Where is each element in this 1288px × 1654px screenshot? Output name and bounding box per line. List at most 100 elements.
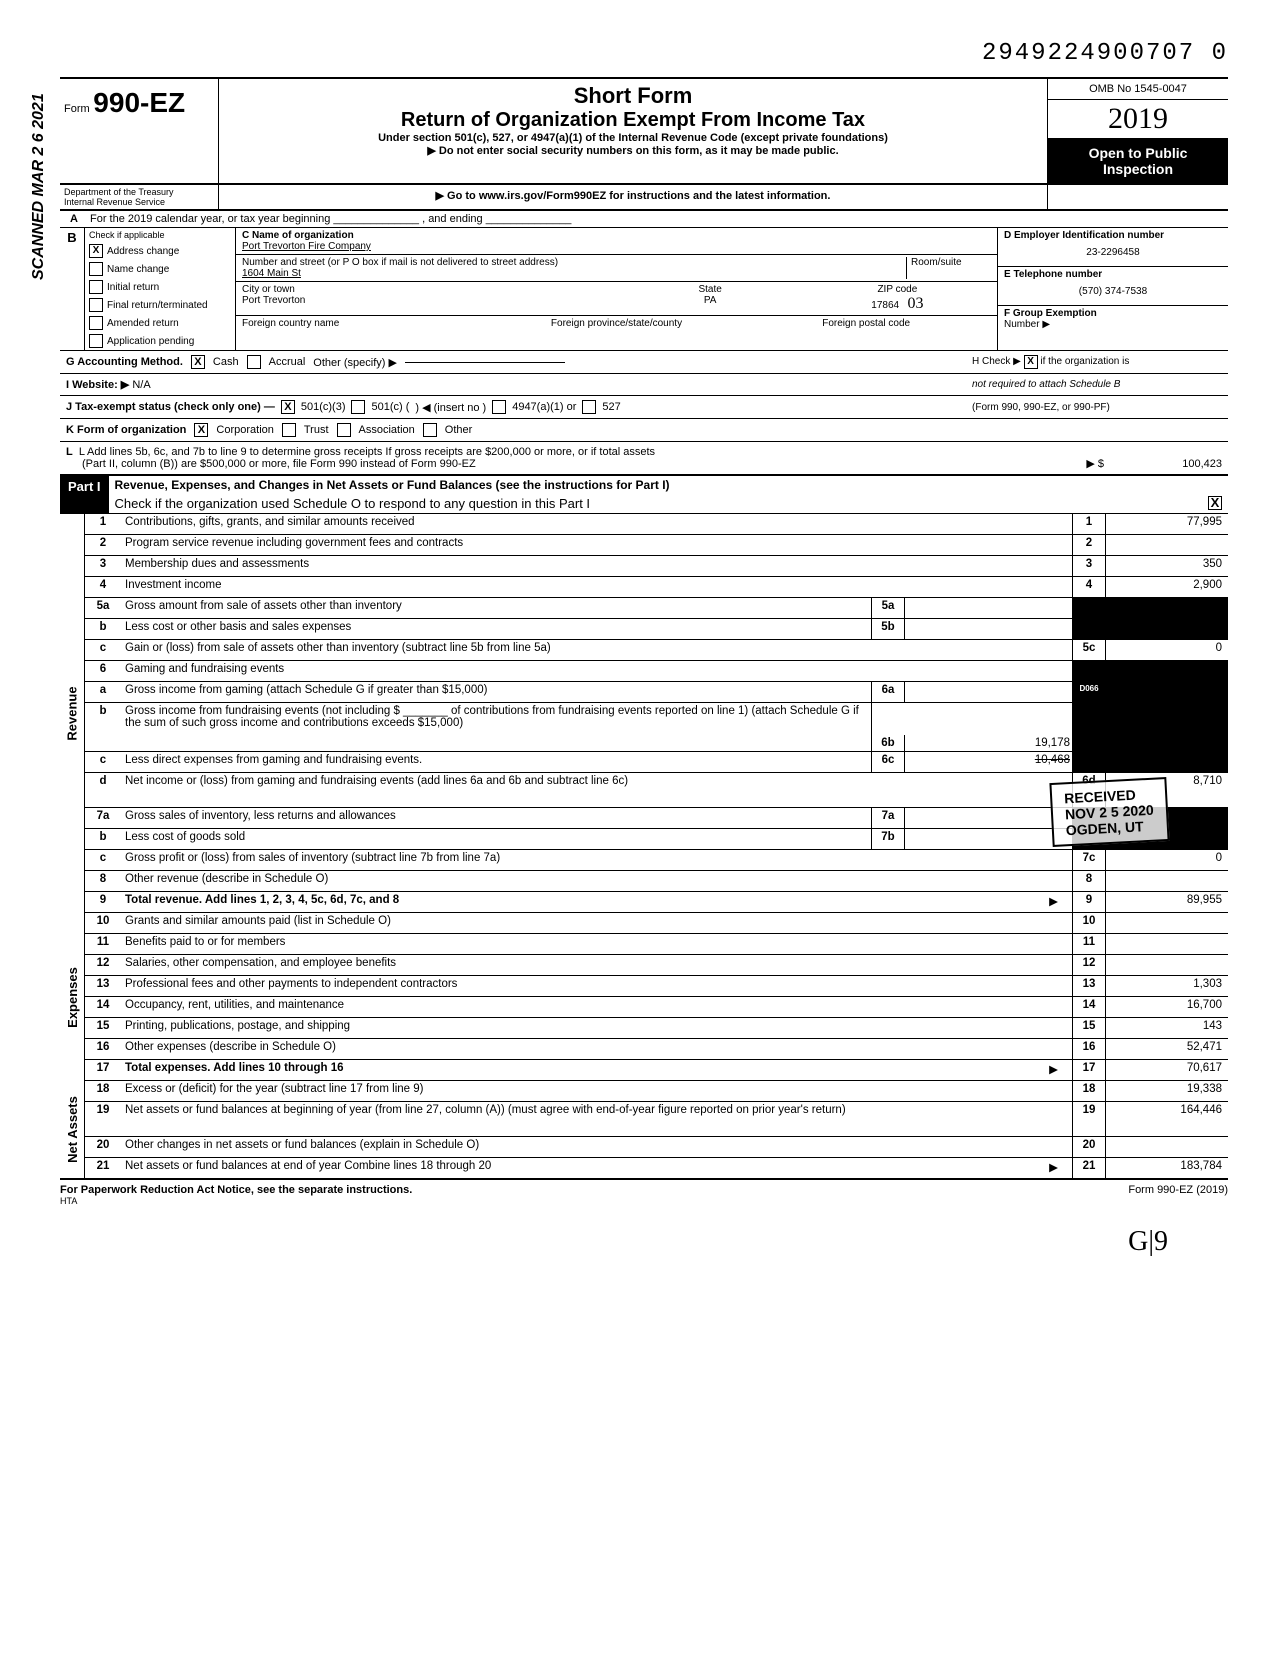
- dept-irs: Internal Revenue Service: [64, 197, 214, 207]
- dept-row: Department of the Treasury Internal Reve…: [60, 185, 1228, 211]
- line20-desc: Other changes in net assets or fund bala…: [121, 1137, 1072, 1157]
- line15-val: 143: [1105, 1018, 1228, 1038]
- line13-desc: Professional fees and other payments to …: [121, 976, 1072, 996]
- line18-val: 19,338: [1105, 1081, 1228, 1101]
- info-grid: B Check if applicable XAddress change Na…: [60, 228, 1228, 351]
- l-arrow: ▶ $: [1064, 457, 1104, 470]
- line4-val: 2,900: [1105, 577, 1228, 597]
- line17-arrow: ▶: [1049, 1062, 1068, 1076]
- address-change-label: Address change: [107, 246, 179, 257]
- k-label: K Form of organization: [66, 424, 186, 436]
- d066: D066: [1072, 682, 1105, 702]
- city-label: City or town: [242, 284, 617, 295]
- trust-checkbox[interactable]: [282, 423, 296, 437]
- short-form-label: Short Form: [227, 83, 1039, 109]
- line6d-desc: Net income or (loss) from gaming and fun…: [121, 773, 1072, 807]
- line21-val: 183,784: [1105, 1158, 1228, 1178]
- revenue-section: Revenue 1Contributions, gifts, grants, a…: [60, 514, 1228, 913]
- h-text1: if the organization is: [1040, 356, 1129, 367]
- state: PA: [617, 295, 804, 306]
- h-checkbox[interactable]: X: [1024, 355, 1038, 369]
- part1-checkbox[interactable]: X: [1208, 496, 1222, 510]
- 4947-label: 4947(a)(1) or: [512, 401, 576, 413]
- line5c-desc: Gain or (loss) from sale of assets other…: [121, 640, 1072, 660]
- hta: HTA: [60, 1196, 412, 1206]
- amended-return-label: Amended return: [107, 318, 179, 329]
- line19-desc: Net assets or fund balances at beginning…: [121, 1102, 1072, 1136]
- scanned-stamp: SCANNED MAR 2 6 2021: [30, 93, 48, 280]
- website-label: I Website: ▶: [66, 379, 129, 391]
- line16-val: 52,471: [1105, 1039, 1228, 1059]
- form-prefix: Form: [64, 103, 90, 115]
- accrual-label: Accrual: [269, 356, 306, 368]
- part1-check-text: Check if the organization used Schedule …: [115, 496, 1208, 511]
- line21-arrow: ▶: [1049, 1160, 1068, 1174]
- final-return-checkbox[interactable]: [89, 298, 103, 312]
- netassets-label: Net Assets: [65, 1096, 80, 1163]
- line10-desc: Grants and similar amounts paid (list in…: [121, 913, 1072, 933]
- group-exempt-label: F Group Exemption: [1004, 308, 1097, 319]
- zip: 17864: [871, 300, 899, 311]
- cash-label: Cash: [213, 356, 239, 368]
- group-exempt-number: Number ▶: [1004, 319, 1222, 330]
- signature: G|9: [60, 1226, 1228, 1258]
- accounting-label: G Accounting Method.: [66, 356, 183, 368]
- accrual-checkbox[interactable]: [247, 355, 261, 369]
- footer: For Paperwork Reduction Act Notice, see …: [60, 1180, 1228, 1206]
- corp-checkbox[interactable]: X: [194, 423, 208, 437]
- assoc-checkbox[interactable]: [337, 423, 351, 437]
- line18-desc: Excess or (deficit) for the year (subtra…: [121, 1081, 1072, 1101]
- zip-label: ZIP code: [804, 284, 991, 295]
- line7a-desc: Gross sales of inventory, less returns a…: [121, 808, 871, 828]
- app-pending-label: Application pending: [107, 336, 194, 347]
- state-label: State: [617, 284, 804, 295]
- other-checkbox[interactable]: [423, 423, 437, 437]
- room-label: Room/suite: [906, 257, 991, 279]
- line9-val: 89,955: [1105, 892, 1228, 912]
- line13-val: 1,303: [1105, 976, 1228, 996]
- line17-desc: Total expenses. Add lines 10 through 16: [125, 1062, 344, 1074]
- 501c-checkbox[interactable]: [351, 400, 365, 414]
- line7c-val: 0: [1105, 850, 1228, 870]
- trust-label: Trust: [304, 424, 329, 436]
- l-text2: (Part II, column (B)) are $500,000 or mo…: [66, 458, 1056, 470]
- zip-suffix: 03: [907, 295, 923, 312]
- line19-val: 164,446: [1105, 1102, 1228, 1136]
- address-change-checkbox[interactable]: X: [89, 244, 103, 258]
- phone-label: E Telephone number: [1004, 269, 1222, 280]
- cash-checkbox[interactable]: X: [191, 355, 205, 369]
- line12-val: [1105, 955, 1228, 975]
- line11-val: [1105, 934, 1228, 954]
- initial-return-checkbox[interactable]: [89, 280, 103, 294]
- line7b-desc: Less cost of goods sold: [121, 829, 871, 849]
- expenses-section: Expenses 10Grants and similar amounts pa…: [60, 913, 1228, 1081]
- line3-desc: Membership dues and assessments: [121, 556, 1072, 576]
- other-label: Other: [445, 424, 473, 436]
- insert-no: ) ◀ (insert no ): [415, 401, 486, 414]
- other-specify: Other (specify) ▶: [313, 356, 397, 369]
- form-number: 990-EZ: [93, 87, 185, 118]
- line21-desc: Net assets or fund balances at end of ye…: [125, 1160, 491, 1172]
- foreign-postal-label: Foreign postal code: [741, 318, 991, 329]
- h-label: H Check ▶: [972, 356, 1021, 367]
- line8-desc: Other revenue (describe in Schedule O): [121, 871, 1072, 891]
- line5c-val: 0: [1105, 640, 1228, 660]
- 501c3-checkbox[interactable]: X: [281, 400, 295, 414]
- subtitle-1: Under section 501(c), 527, or 4947(a)(1)…: [227, 132, 1039, 144]
- name-change-checkbox[interactable]: [89, 262, 103, 276]
- amended-return-checkbox[interactable]: [89, 316, 103, 330]
- org-name: Port Trevorton Fire Company: [242, 241, 991, 252]
- row-l: L L Add lines 5b, 6c, and 7b to line 9 t…: [60, 442, 1228, 476]
- line2-val: [1105, 535, 1228, 555]
- line6b-desc: Gross income from fundraising events (no…: [121, 703, 871, 751]
- 527-checkbox[interactable]: [582, 400, 596, 414]
- row-j: J Tax-exempt status (check only one) — X…: [60, 396, 1228, 419]
- line14-val: 16,700: [1105, 997, 1228, 1017]
- street: 1604 Main St: [242, 268, 906, 279]
- assoc-label: Association: [359, 424, 415, 436]
- 4947-checkbox[interactable]: [492, 400, 506, 414]
- app-pending-checkbox[interactable]: [89, 334, 103, 348]
- paperwork-notice: For Paperwork Reduction Act Notice, see …: [60, 1184, 412, 1196]
- row-g: G Accounting Method. X Cash Accrual Other…: [60, 351, 1228, 374]
- top-code: 2949224900707 0: [60, 40, 1228, 67]
